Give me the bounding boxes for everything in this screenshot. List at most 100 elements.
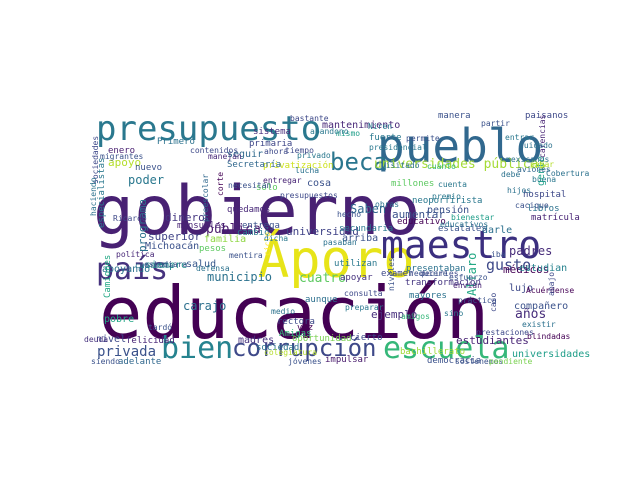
word: entrega <box>242 221 280 231</box>
word: Acuérdense <box>526 285 574 295</box>
word: buena <box>532 175 556 184</box>
word: siendo <box>91 357 120 366</box>
word: bastante <box>290 114 329 123</box>
word: Ricardo <box>113 214 147 223</box>
word: programa <box>136 199 149 252</box>
word: secundaria <box>339 224 393 234</box>
word: apoyo <box>108 156 141 169</box>
word: hijos <box>507 186 531 195</box>
word: iba <box>491 250 506 259</box>
word: adelante <box>118 357 161 367</box>
word: especialistas <box>97 158 107 228</box>
word: tiempo <box>285 146 314 155</box>
word: presupuestos <box>280 191 338 200</box>
word: mismo <box>336 129 360 138</box>
word: bachillerato <box>400 347 465 357</box>
word: darle <box>482 225 512 236</box>
word: prestaciones <box>476 328 534 337</box>
word: enero <box>108 146 135 156</box>
word: envían <box>453 281 482 290</box>
word: años <box>515 307 546 322</box>
word: pública <box>206 222 261 237</box>
word: requiere <box>409 269 448 278</box>
word: política <box>116 250 155 259</box>
word: universidades públicas <box>374 157 546 172</box>
word: debe <box>501 170 520 179</box>
word: cuarenta <box>135 261 174 270</box>
word: existir <box>522 320 556 329</box>
word: Alfaro <box>465 253 479 296</box>
word: dicha <box>264 234 288 243</box>
word: preescolar <box>201 174 210 222</box>
word: partir <box>481 119 510 128</box>
word: manera <box>438 111 471 121</box>
word: ejemplo <box>371 308 417 321</box>
word: oportunidad <box>292 334 352 344</box>
word: defensa <box>196 264 230 273</box>
word: impulsar <box>325 355 369 365</box>
word: Camiones <box>103 255 113 298</box>
word: sociedad <box>256 343 299 353</box>
word: mayores <box>409 291 447 301</box>
word: sistema <box>253 127 291 137</box>
word: mexicanos <box>506 155 550 164</box>
word: pasaban <box>323 238 357 247</box>
word: privada <box>97 344 156 360</box>
word: matrícula <box>531 213 580 223</box>
word: libros <box>527 204 560 214</box>
word: pueblo <box>377 119 543 173</box>
word: estudiantes <box>456 334 529 347</box>
word: consulta <box>344 289 383 298</box>
word: necesitan <box>228 181 272 190</box>
word: país <box>96 252 168 287</box>
word: universidades <box>512 349 590 360</box>
word: cuatro <box>299 271 346 286</box>
word: salud <box>186 259 216 270</box>
word: colegiatura <box>264 348 317 357</box>
word: visitado <box>381 161 420 170</box>
word: seguir <box>227 149 263 160</box>
word: utilizan <box>334 259 377 269</box>
word: entrar <box>505 133 534 142</box>
word: transformación <box>405 277 481 288</box>
word: corrupción <box>232 334 377 362</box>
word: Primero <box>157 137 195 147</box>
word: superior <box>148 230 201 243</box>
word: fuerte <box>369 133 402 143</box>
word: sociedades <box>91 136 100 184</box>
word: caso <box>489 293 498 312</box>
word: vez <box>297 323 313 333</box>
word: examen <box>381 269 414 279</box>
word: medio <box>271 307 295 316</box>
word: carencias <box>538 114 547 158</box>
word: abandono <box>310 127 349 136</box>
word: nuevo <box>135 163 162 173</box>
word: manejan <box>208 152 242 161</box>
word: sólo <box>256 182 278 193</box>
word: democracia <box>427 356 481 366</box>
word: educativo <box>397 217 446 227</box>
word: millones <box>391 179 434 189</box>
word: carajo <box>183 299 226 313</box>
word: lujo <box>509 283 533 294</box>
word: pobre <box>104 314 134 325</box>
word: educación <box>99 271 489 355</box>
word: blindadas <box>527 332 571 341</box>
word: lucha <box>295 166 319 175</box>
word: presidencial <box>369 143 427 152</box>
word: educativos <box>440 220 488 229</box>
word: apoyando <box>102 264 150 275</box>
word: jóvenes <box>288 356 322 366</box>
word: migrantes <box>100 152 144 161</box>
word: ciclo <box>263 232 272 256</box>
word: escuela <box>383 331 509 366</box>
word: pagar <box>530 160 554 169</box>
word: Cobertura <box>546 169 590 178</box>
word: mensuales <box>177 221 226 231</box>
word: permite <box>406 134 440 143</box>
word: abajo <box>547 272 556 296</box>
word: universidad <box>286 225 359 238</box>
word: hecho <box>337 210 361 219</box>
word: paisanos <box>525 111 568 121</box>
word: siempre <box>145 260 187 271</box>
